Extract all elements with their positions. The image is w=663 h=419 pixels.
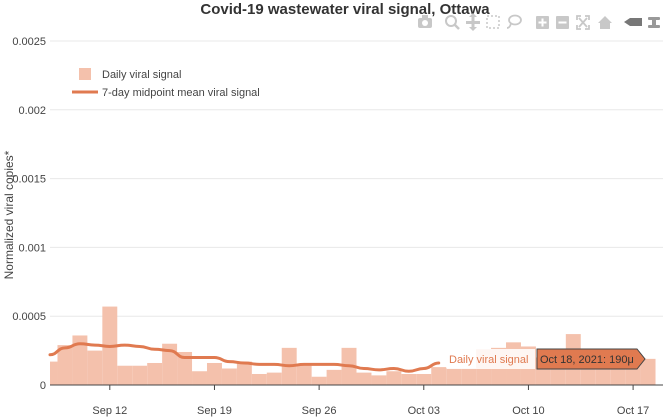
daily-signal-bar[interactable] bbox=[356, 372, 372, 385]
daily-signal-bar[interactable] bbox=[177, 351, 193, 385]
daily-signal-bar[interactable] bbox=[50, 361, 58, 385]
legend[interactable]: Daily viral signal 7-day midpoint mean v… bbox=[72, 68, 260, 99]
camera-icon[interactable] bbox=[418, 15, 432, 28]
legend-label-daily[interactable]: Daily viral signal bbox=[102, 69, 181, 81]
daily-signal-bar[interactable] bbox=[386, 371, 402, 385]
chart-title: Covid-19 wastewater viral signal, Ottawa bbox=[200, 1, 490, 18]
mean-signal-line-layer bbox=[48, 342, 441, 373]
lasso-select-icon[interactable] bbox=[506, 14, 522, 29]
daily-signal-bar[interactable] bbox=[640, 358, 656, 385]
daily-signal-bar[interactable] bbox=[431, 367, 447, 385]
x-tick-label: Sep 12 bbox=[92, 405, 127, 417]
y-tick-label: 0.002 bbox=[18, 105, 46, 117]
daily-signal-bar[interactable] bbox=[147, 362, 163, 385]
hover-value-box bbox=[536, 348, 646, 370]
mean-signal-line[interactable] bbox=[48, 342, 441, 373]
y-gridlines bbox=[50, 40, 663, 317]
box-select-icon[interactable] bbox=[486, 15, 500, 29]
y-tick-label: 0 bbox=[40, 380, 46, 392]
daily-signal-bar[interactable] bbox=[371, 375, 387, 385]
daily-signal-bar[interactable] bbox=[132, 365, 148, 385]
daily-signal-bar[interactable] bbox=[87, 350, 103, 385]
x-tick-label: Sep 26 bbox=[302, 405, 337, 417]
x-tick-label: Oct 10 bbox=[512, 405, 544, 417]
legend-swatch-daily bbox=[79, 68, 91, 80]
daily-signal-bar[interactable] bbox=[251, 373, 267, 385]
daily-signal-bar[interactable] bbox=[446, 368, 462, 385]
hover-series-box bbox=[447, 349, 535, 369]
daily-signal-bar[interactable] bbox=[296, 365, 312, 385]
daily-signal-bar[interactable] bbox=[461, 368, 477, 385]
zoom-out-icon[interactable] bbox=[556, 16, 569, 29]
zoom-in-icon[interactable] bbox=[536, 16, 549, 29]
modebar bbox=[418, 13, 660, 31]
y-tick-label: 0.0005 bbox=[12, 311, 46, 323]
zoom-icon[interactable] bbox=[445, 15, 460, 30]
daily-signal-bar[interactable] bbox=[236, 361, 252, 385]
y-axis-ticks: 0 0.0005 0.001 0.0015 0.002 0.0025 bbox=[12, 36, 46, 392]
home-icon[interactable] bbox=[598, 16, 612, 29]
daily-signal-bar[interactable] bbox=[266, 372, 282, 385]
daily-signal-bar[interactable] bbox=[192, 371, 207, 385]
daily-signal-bar[interactable] bbox=[221, 368, 237, 385]
daily-signal-bar[interactable] bbox=[311, 376, 327, 385]
x-axis-ticks: Sep 12 Sep 19 Sep 26 Oct 03 Oct 10 Oct 17 bbox=[92, 385, 649, 417]
spike-lines-icon[interactable] bbox=[624, 18, 642, 26]
autoscale-icon[interactable] bbox=[576, 15, 590, 30]
daily-signal-bar[interactable] bbox=[416, 373, 432, 385]
legend-label-mean[interactable]: 7-day midpoint mean viral signal bbox=[102, 87, 260, 99]
hover-tooltip: Daily viral signal Oct 18, 2021: 190μ bbox=[447, 348, 646, 370]
y-axis-label: Normalized viral copies* bbox=[2, 150, 16, 279]
pan-icon[interactable] bbox=[466, 13, 480, 31]
daily-signal-bar[interactable] bbox=[326, 369, 342, 385]
x-tick-label: Sep 19 bbox=[197, 405, 232, 417]
x-tick-label: Oct 17 bbox=[617, 405, 649, 417]
x-tick-label: Oct 03 bbox=[408, 405, 440, 417]
daily-signal-bar[interactable] bbox=[206, 362, 222, 385]
daily-signal-bar[interactable] bbox=[57, 345, 73, 385]
daily-signal-bar[interactable] bbox=[117, 365, 133, 385]
y-tick-label: 0.0025 bbox=[12, 36, 46, 48]
daily-signal-bar[interactable] bbox=[162, 343, 178, 385]
hover-closest-icon[interactable] bbox=[648, 17, 660, 28]
y-tick-label: 0.001 bbox=[18, 242, 46, 254]
y-tick-label: 0.0015 bbox=[12, 174, 46, 186]
daily-signal-bar[interactable] bbox=[401, 373, 417, 385]
hover-series-label: Daily viral signal bbox=[449, 354, 528, 366]
daily-signal-bar[interactable] bbox=[72, 335, 88, 385]
hover-value-label: Oct 18, 2021: 190μ bbox=[540, 354, 634, 366]
